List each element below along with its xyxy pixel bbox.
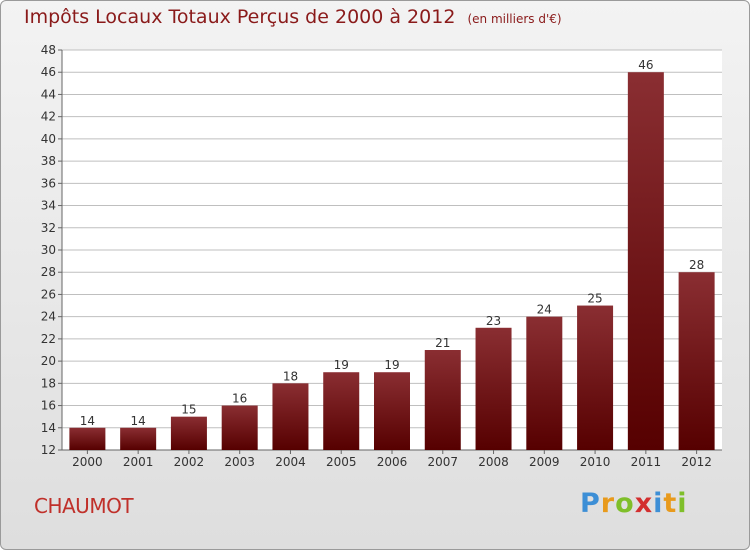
bar bbox=[323, 372, 360, 450]
x-tick-label: 2010 bbox=[580, 455, 611, 469]
x-tick-label: 2007 bbox=[427, 455, 458, 469]
y-tick-label: 32 bbox=[41, 221, 56, 235]
y-tick-label: 48 bbox=[41, 43, 56, 57]
bar bbox=[170, 416, 207, 450]
bar bbox=[475, 327, 512, 450]
x-tick-label: 2002 bbox=[174, 455, 205, 469]
y-tick-label: 34 bbox=[41, 199, 56, 213]
x-tick-label: 2000 bbox=[72, 455, 103, 469]
town-name: CHAUMOT bbox=[34, 494, 134, 518]
bar bbox=[678, 272, 715, 450]
y-tick-label: 46 bbox=[41, 65, 56, 79]
x-tick-label: 2001 bbox=[123, 455, 154, 469]
bar-value-label: 18 bbox=[283, 369, 298, 383]
bar-value-label: 15 bbox=[181, 403, 196, 417]
y-tick-label: 36 bbox=[41, 176, 56, 190]
y-tick-label: 28 bbox=[41, 265, 56, 279]
bar-value-label: 14 bbox=[131, 414, 146, 428]
x-tick-label: 2011 bbox=[631, 455, 662, 469]
x-tick-label: 2012 bbox=[681, 455, 712, 469]
bar-value-label: 21 bbox=[435, 336, 450, 350]
bar-value-label: 14 bbox=[80, 414, 95, 428]
x-tick-label: 2005 bbox=[326, 455, 357, 469]
y-tick-label: 44 bbox=[41, 87, 56, 101]
chart-title: Impôts Locaux Totaux Perçus de 2000 à 20… bbox=[24, 6, 456, 28]
y-tick-label: 22 bbox=[41, 332, 56, 346]
x-tick-label: 2004 bbox=[275, 455, 306, 469]
bar-value-label: 24 bbox=[537, 303, 552, 317]
chart-unit: (en milliers d'€) bbox=[467, 12, 562, 26]
bar-value-label: 19 bbox=[384, 358, 399, 372]
bar bbox=[627, 72, 664, 450]
y-tick-label: 42 bbox=[41, 110, 56, 124]
proxiti-logo: Proxiti bbox=[580, 488, 688, 519]
y-tick-label: 18 bbox=[41, 376, 56, 390]
y-tick-label: 14 bbox=[41, 421, 56, 435]
chart-title-line: Impôts Locaux Totaux Perçus de 2000 à 20… bbox=[24, 6, 562, 28]
x-tick-label: 2009 bbox=[529, 455, 560, 469]
y-tick-label: 12 bbox=[41, 443, 56, 457]
bar bbox=[120, 427, 157, 450]
bar bbox=[221, 405, 258, 450]
y-tick-label: 20 bbox=[41, 354, 56, 368]
bar-value-label: 16 bbox=[232, 392, 247, 406]
bar-value-label: 23 bbox=[486, 314, 501, 328]
bar-value-label: 25 bbox=[587, 292, 602, 306]
y-tick-label: 40 bbox=[41, 132, 56, 146]
bar-value-label: 19 bbox=[334, 358, 349, 372]
bar bbox=[272, 383, 309, 450]
bar bbox=[526, 316, 563, 450]
bar bbox=[424, 350, 461, 450]
bar-value-label: 46 bbox=[638, 58, 653, 72]
y-tick-label: 30 bbox=[41, 243, 56, 257]
x-tick-label: 2006 bbox=[377, 455, 408, 469]
bar bbox=[69, 427, 106, 450]
bar bbox=[577, 305, 614, 450]
x-tick-label: 2003 bbox=[224, 455, 255, 469]
bar bbox=[374, 372, 410, 450]
x-tick-label: 2008 bbox=[478, 455, 509, 469]
y-tick-label: 16 bbox=[41, 399, 56, 413]
y-tick-label: 24 bbox=[41, 310, 56, 324]
y-tick-label: 26 bbox=[41, 287, 56, 301]
bar-value-label: 28 bbox=[689, 258, 704, 272]
y-tick-label: 38 bbox=[41, 154, 56, 168]
